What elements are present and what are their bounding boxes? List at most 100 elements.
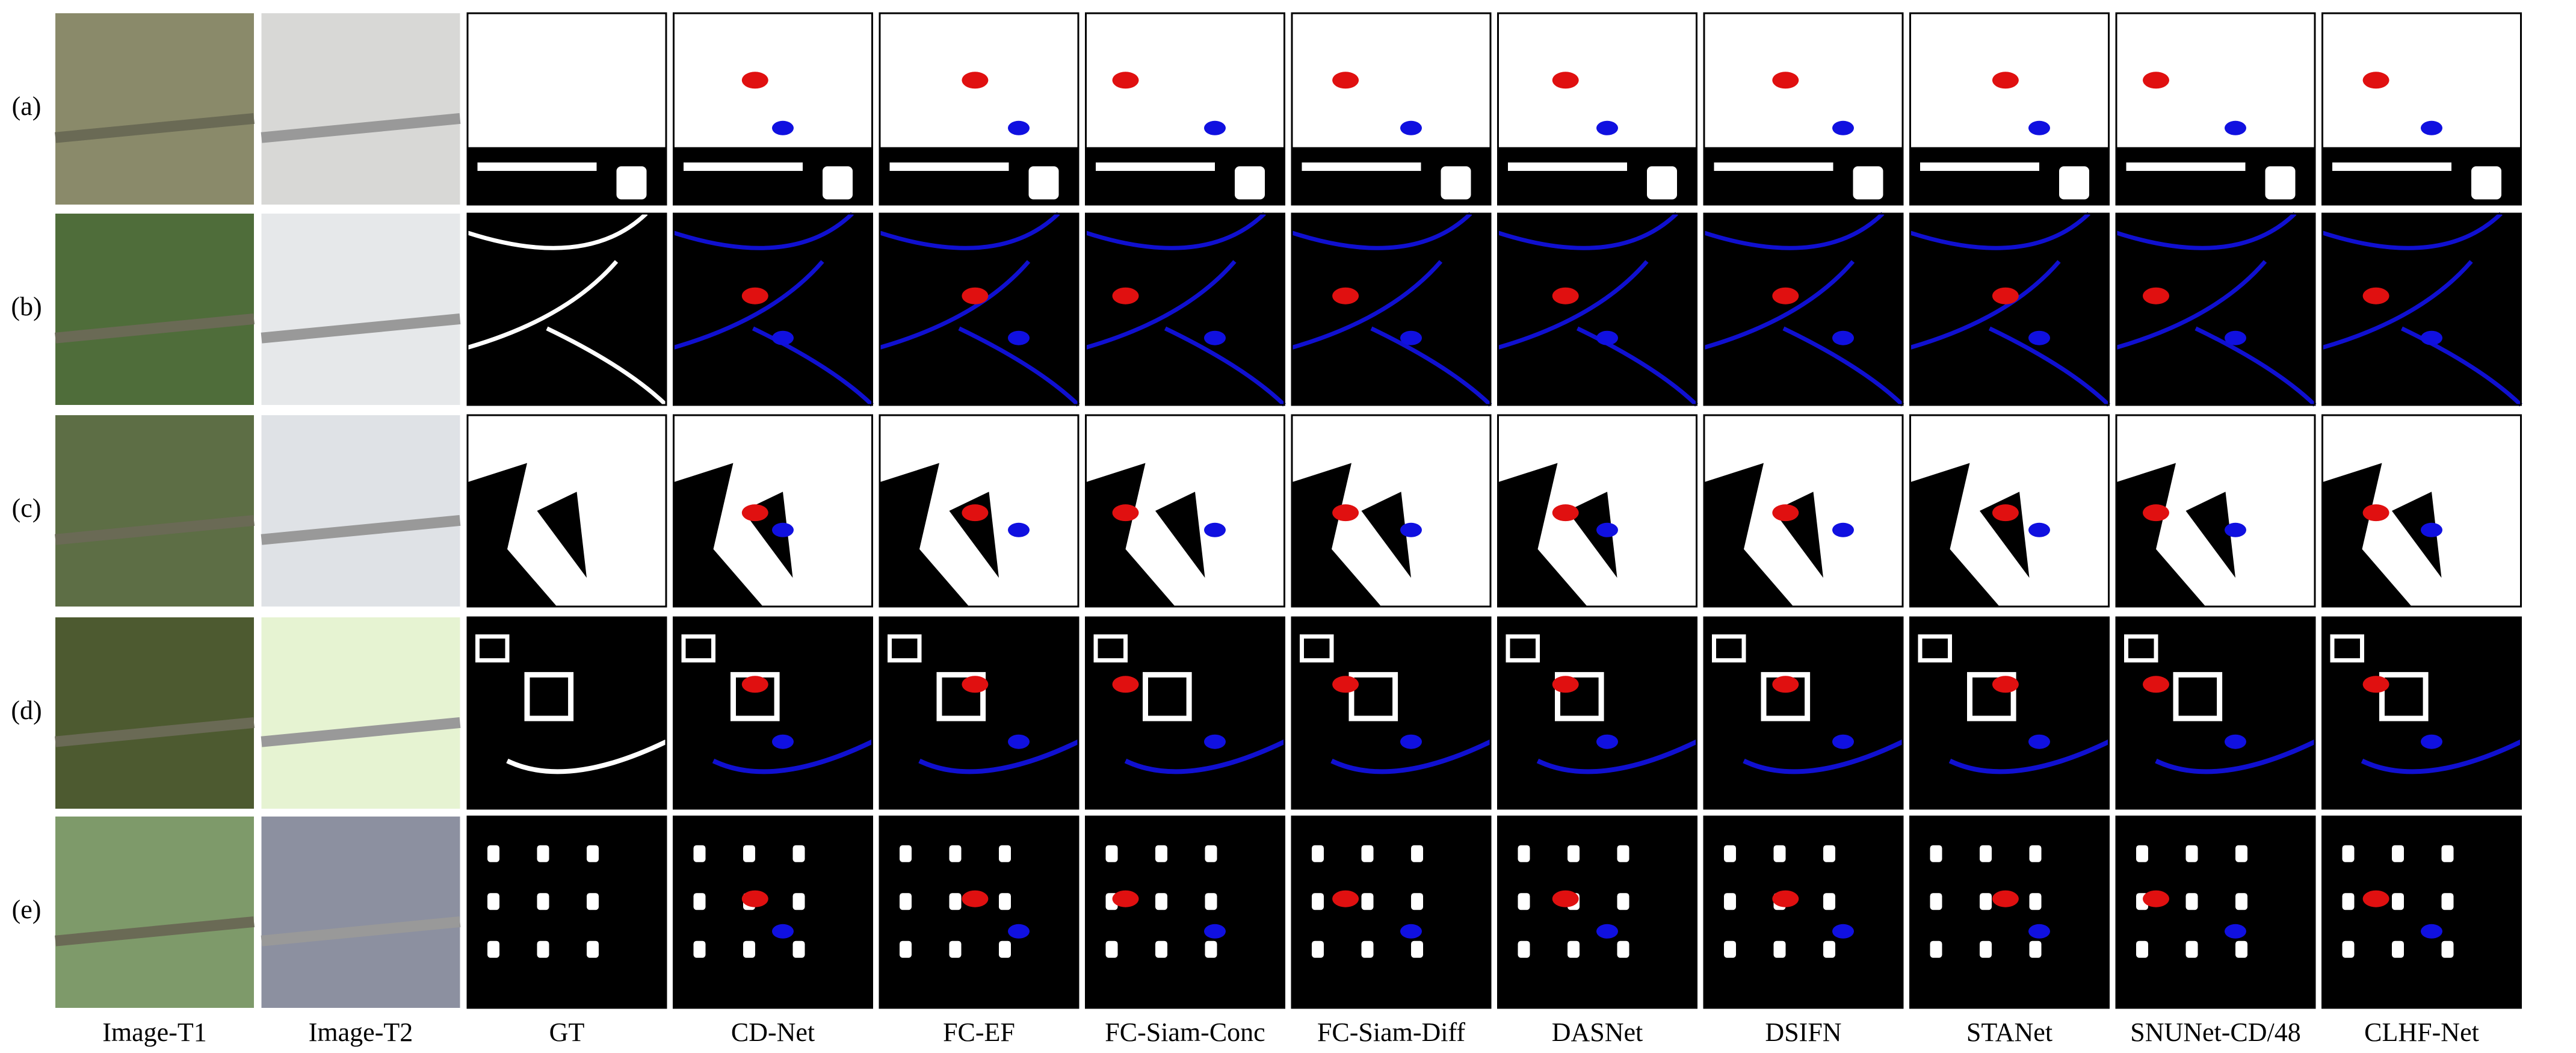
column-label: DSIFN	[1765, 1017, 1841, 1047]
panel-border	[2115, 12, 2316, 206]
panel-border	[1703, 12, 1904, 206]
error-blob	[741, 287, 768, 304]
image-panel	[2115, 616, 2316, 810]
row-label: (d)	[11, 696, 42, 725]
image-panel	[1085, 12, 1285, 206]
map-region	[1506, 634, 1540, 662]
map-region	[2441, 940, 2454, 958]
panel-border	[1703, 212, 1904, 406]
panel-border	[673, 12, 873, 206]
map-bg	[1498, 617, 1697, 809]
map-region	[2441, 893, 2454, 910]
map-region	[693, 940, 706, 958]
panel-border	[1085, 414, 1285, 608]
row-label: (e)	[12, 895, 42, 924]
photo	[261, 13, 460, 205]
error-blob	[772, 522, 794, 537]
image-panel	[1497, 212, 1698, 407]
map-region	[1910, 463, 2030, 607]
map-region	[2185, 940, 2198, 958]
map-region	[1105, 845, 1118, 862]
row-label: (b)	[11, 292, 42, 321]
map-region	[537, 940, 549, 958]
error-blob	[2421, 522, 2442, 537]
image-panel	[2321, 12, 2522, 206]
photo-detail	[55, 514, 255, 545]
map-region	[1411, 940, 1423, 958]
error-blob	[1400, 734, 1422, 749]
map-region	[1348, 672, 1398, 721]
map-region	[1312, 893, 1324, 910]
image-panel	[466, 414, 667, 608]
map-line	[1124, 740, 1286, 774]
photo-detail	[55, 717, 255, 747]
error-blob	[772, 734, 794, 749]
map-bg	[468, 617, 666, 809]
map-region	[792, 940, 805, 958]
column-label: GT	[549, 1017, 585, 1047]
map-region	[1205, 940, 1217, 958]
map-region	[2342, 845, 2355, 862]
panel-border	[466, 212, 667, 406]
panel-border	[2115, 616, 2316, 810]
error-blob	[962, 72, 989, 89]
map-bg	[1086, 617, 1285, 809]
error-blob	[772, 120, 794, 135]
map-region	[477, 162, 597, 171]
map-region	[999, 845, 1011, 862]
image-panel	[2115, 815, 2316, 1009]
map-bg	[2322, 617, 2521, 809]
map-region	[1930, 893, 1942, 910]
map-region	[1930, 940, 1942, 958]
map-region	[487, 893, 499, 910]
map-bg	[2322, 817, 2521, 1008]
photo-detail	[261, 717, 461, 747]
map-region	[693, 845, 706, 862]
panel-border	[2115, 414, 2316, 608]
map-region	[1361, 845, 1374, 862]
map-region	[1617, 845, 1629, 862]
row-label: (c)	[12, 493, 42, 523]
error-blob	[2143, 287, 2169, 304]
map-region	[587, 940, 599, 958]
column-label: FC-Siam-Diff	[1317, 1017, 1465, 1047]
map-region	[1205, 893, 1217, 910]
panel-border	[466, 414, 667, 608]
map-region	[1823, 893, 1835, 910]
error-blob	[2362, 504, 2389, 522]
panel-border	[1291, 815, 1492, 1009]
panel-border	[1497, 815, 1697, 1009]
map-region	[1714, 162, 1833, 171]
column-label: Image-T2	[309, 1017, 413, 1047]
image-panel	[261, 415, 461, 607]
panel-border	[2321, 815, 2522, 1009]
map-region	[1086, 463, 1205, 607]
photo-detail	[261, 313, 461, 344]
map-region	[2330, 634, 2364, 662]
map-region	[1292, 463, 1411, 607]
panel-border	[1909, 815, 2110, 1009]
map-bg	[1292, 617, 1490, 809]
map-region	[673, 463, 793, 607]
error-blob	[1596, 522, 1618, 537]
map-region	[1205, 845, 1217, 862]
map-bg	[880, 617, 1078, 809]
error-blob	[2028, 924, 2050, 939]
map-bg	[880, 817, 1078, 1008]
map-region	[1980, 940, 1992, 958]
map-region	[900, 940, 912, 958]
panel-border	[1497, 12, 1697, 206]
error-blob	[1008, 330, 1030, 345]
photo	[261, 214, 460, 405]
map-bg	[2116, 617, 2315, 809]
image-panel	[2115, 414, 2316, 608]
error-blob	[2421, 924, 2442, 939]
map-region	[743, 845, 755, 862]
error-blob	[1008, 522, 1030, 537]
image-panel	[466, 12, 667, 206]
panel-border	[2321, 212, 2522, 406]
error-blob	[1772, 72, 1799, 89]
map-bg	[1910, 817, 2109, 1008]
column-label: CD-Net	[731, 1017, 815, 1047]
error-blob	[1112, 890, 1139, 907]
